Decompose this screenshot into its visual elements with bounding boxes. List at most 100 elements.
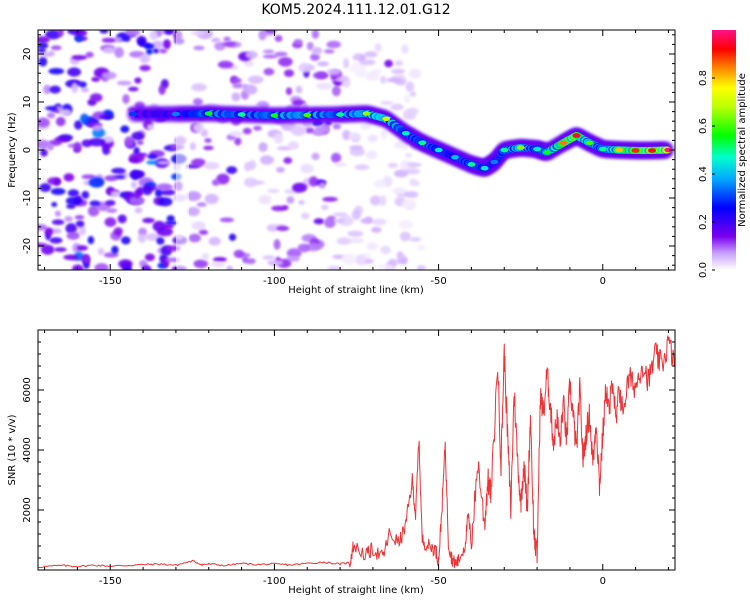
noise-blob <box>106 208 118 214</box>
noise-blob <box>66 231 80 240</box>
noise-blob <box>138 38 146 47</box>
noise-blob <box>316 82 333 90</box>
noise-blob <box>55 116 66 127</box>
noise-blob <box>198 229 209 235</box>
noise-blob <box>143 43 155 50</box>
snr-y-axis-label: SNR (10 * v/v) <box>7 414 18 485</box>
noise-blob <box>193 122 204 133</box>
noise-blob <box>134 77 142 84</box>
noise-blob <box>330 152 342 163</box>
noise-blob <box>371 226 382 233</box>
ridge-point <box>451 154 459 160</box>
noise-blob <box>396 257 408 265</box>
noise-blob <box>38 36 50 44</box>
noise-blob <box>298 200 305 205</box>
noise-blob <box>101 71 117 80</box>
noise-blob <box>211 37 221 43</box>
noise-blob <box>313 218 325 225</box>
noise-blob <box>364 51 378 58</box>
noise-blob <box>50 188 66 195</box>
noise-blob <box>74 120 83 130</box>
noise-blob <box>67 189 80 197</box>
noise-blob <box>158 84 166 95</box>
noise-blob <box>38 139 50 149</box>
noise-blob <box>201 252 209 260</box>
noise-blob <box>154 188 163 198</box>
noise-gap <box>175 30 189 270</box>
noise-blob <box>263 49 275 54</box>
noise-blob <box>124 30 141 37</box>
noise-blob <box>131 131 144 141</box>
snr-ticks: -150 -100 -50 0 2000 4000 6000 <box>22 330 675 587</box>
noise-blob <box>231 77 242 84</box>
noise-blob <box>147 124 155 131</box>
noise-blob <box>204 193 219 205</box>
noise-blob <box>244 84 258 95</box>
noise-blob <box>157 197 173 207</box>
noise-blob <box>191 158 206 167</box>
noise-blob <box>286 196 295 204</box>
noise-blob <box>54 136 71 143</box>
noise-blob <box>258 194 272 205</box>
ridge-point <box>401 130 410 136</box>
noise-blob <box>120 125 130 133</box>
noise-blob <box>99 30 109 34</box>
noise-blob <box>111 245 119 254</box>
noise-blob <box>299 163 314 174</box>
noise-blob <box>146 48 153 55</box>
x-tick-label: -100 <box>263 576 286 587</box>
noise-blob <box>97 247 105 256</box>
noise-blob <box>88 177 105 188</box>
colorbar-tick-label: 0.0 <box>698 262 709 278</box>
noise-blob <box>366 242 379 251</box>
ridge-point <box>585 140 594 146</box>
noise-blob <box>351 209 361 220</box>
ridge-point <box>303 112 312 118</box>
noise-blob <box>324 49 335 54</box>
noise-blob <box>310 53 320 61</box>
noise-blob <box>273 132 284 144</box>
noise-blob <box>409 237 422 242</box>
snr-line <box>38 335 675 569</box>
noise-blob <box>404 191 419 199</box>
noise-blob <box>80 87 90 93</box>
noise-blob <box>327 265 341 270</box>
noise-blob <box>317 61 329 67</box>
noise-blob <box>51 202 58 207</box>
noise-blob <box>138 227 148 237</box>
noise-blob <box>104 217 117 227</box>
spectrogram-y-axis-label: Frequency (Hz) <box>7 112 18 188</box>
noise-blob <box>38 117 50 128</box>
ridge-point <box>237 112 246 117</box>
noise-blob <box>232 82 244 89</box>
noise-blob <box>85 51 94 58</box>
noise-blob <box>40 148 48 157</box>
noise-blob <box>44 227 53 236</box>
noise-blob <box>349 145 363 151</box>
noise-blob <box>324 217 336 228</box>
noise-blob <box>394 59 403 67</box>
noise-blob <box>113 227 123 236</box>
noise-blob <box>193 259 209 269</box>
noise-blob <box>278 57 293 67</box>
noise-blob <box>262 54 278 59</box>
noise-blob <box>115 36 123 43</box>
noise-blob <box>276 166 285 173</box>
noise-blob <box>145 233 161 241</box>
noise-blob <box>200 129 209 138</box>
noise-blob <box>123 266 133 270</box>
noise-blob <box>45 30 61 40</box>
noise-blob <box>253 125 262 131</box>
noise-blob <box>203 145 214 151</box>
y-tick-label: -10 <box>22 190 33 206</box>
noise-blob <box>142 217 155 224</box>
noise-blob <box>408 68 422 79</box>
noise-blob <box>297 243 311 253</box>
noise-blob <box>141 185 153 196</box>
noise-blob <box>315 125 329 134</box>
noise-blob <box>139 65 151 72</box>
noise-blob <box>73 141 82 153</box>
noise-blob <box>191 221 206 231</box>
